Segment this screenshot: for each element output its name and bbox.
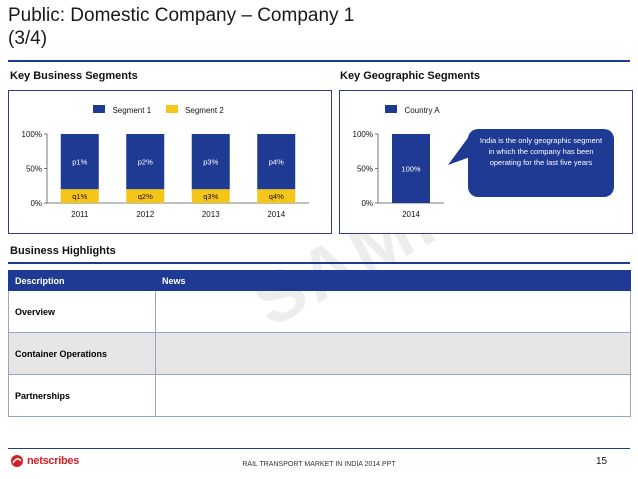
table-header-row: Description News — [8, 270, 631, 291]
row-label-partnerships: Partnerships — [8, 374, 156, 417]
table-row: Container Operations — [8, 332, 631, 375]
column-header-description: Description — [8, 270, 156, 291]
logo-mark-icon — [11, 455, 23, 467]
bar-segment-2 — [60, 189, 99, 203]
bar-segment-2 — [191, 189, 230, 203]
y-tick-label: 0% — [30, 199, 42, 208]
page-number: 15 — [596, 456, 608, 467]
bar-data-label: q3% — [203, 192, 218, 201]
y-tick-label: 100% — [22, 130, 42, 139]
bar-data-label: p4% — [269, 158, 284, 167]
legend-swatch-segment-1 — [93, 104, 105, 113]
bar-segment-1 — [60, 134, 99, 190]
bar-segment-1 — [257, 134, 296, 190]
x-tick-label: 2012 — [136, 210, 154, 219]
callout-pointer — [448, 135, 470, 165]
bar-country-a — [392, 134, 430, 203]
row-label-overview: Overview — [8, 290, 156, 333]
row-label-container-operations: Container Operations — [8, 332, 156, 375]
page-title-line1: Public: Domestic Company – Company 1 — [8, 5, 355, 26]
bar-data-label: p2% — [138, 158, 153, 167]
business-segments-chart: Segment 1 Segment 2 0% 50% 100% q1% p1% 2011 q… — [8, 90, 332, 234]
legend-label-country-a: Country A — [404, 106, 440, 115]
bar-data-label: q2% — [138, 192, 153, 201]
y-tick-label: 50% — [357, 165, 373, 174]
bar-data-label: q4% — [269, 192, 284, 201]
x-tick-label: 2014 — [402, 210, 420, 219]
bar-segment-1 — [126, 134, 165, 190]
x-tick-label: 2011 — [71, 210, 89, 219]
y-tick-label: 0% — [361, 199, 373, 208]
page-title: Public: Domestic Company – Company 1 (3/… — [8, 4, 468, 50]
x-tick-label: 2013 — [202, 210, 220, 219]
row-news-overview — [155, 290, 631, 333]
business-highlights-heading: Business Highlights — [10, 245, 116, 257]
geographic-chart-svg: 0% 50% 100% 100% 2014 — [353, 130, 444, 219]
segments-chart-svg: 0% 50% 100% q1% p1% 2011 q2% p2% 2012 q3% p3% 2013 q… — [22, 130, 309, 219]
highlights-divider — [8, 262, 630, 264]
page-title-line2: (3/4) — [8, 28, 48, 49]
x-tick-label: 2014 — [267, 210, 285, 219]
geographic-segments-chart: Country A 0% 50% 100% 100% 2014 India is the… — [339, 90, 633, 234]
legend-swatch-segment-2 — [165, 104, 178, 113]
geographic-callout: India is the only geographic segment in … — [468, 129, 614, 197]
y-tick-label: 100% — [353, 130, 373, 139]
footer-divider — [8, 448, 630, 449]
table-row: Overview — [8, 290, 631, 333]
netscribes-logo: netscribes — [10, 454, 79, 468]
table-row: Partnerships — [8, 374, 631, 417]
bar-data-label: p3% — [203, 158, 218, 167]
bar-segment-2 — [257, 189, 296, 203]
geographic-segments-heading: Key Geographic Segments — [340, 70, 480, 82]
business-highlights-table: Description News Overview Container Oper… — [8, 270, 631, 417]
bar-segment-2 — [126, 189, 165, 203]
footer-title: RAIL TRANSPORT MARKET IN INDIA 2014.PPT — [242, 461, 396, 468]
legend-label-segment-1: Segment 1 — [112, 106, 152, 115]
row-news-partnerships — [155, 374, 631, 417]
bar-segment-1 — [191, 134, 230, 190]
bar-data-label: p1% — [72, 158, 87, 167]
geo-chart-legend: Country A — [385, 100, 440, 118]
chart-legend: Segment 1 Segment 2 — [93, 100, 224, 118]
column-header-news: News — [155, 270, 631, 291]
row-news-container-operations — [155, 332, 631, 375]
title-divider — [8, 60, 630, 62]
bar-data-label: 100% — [401, 165, 421, 174]
logo-text: netscribes — [27, 455, 80, 467]
legend-label-segment-2: Segment 2 — [185, 106, 224, 115]
business-segments-heading: Key Business Segments — [10, 70, 138, 82]
legend-swatch-country-a — [385, 104, 397, 113]
bar-data-label: q1% — [72, 192, 87, 201]
y-tick-label: 50% — [26, 165, 42, 174]
